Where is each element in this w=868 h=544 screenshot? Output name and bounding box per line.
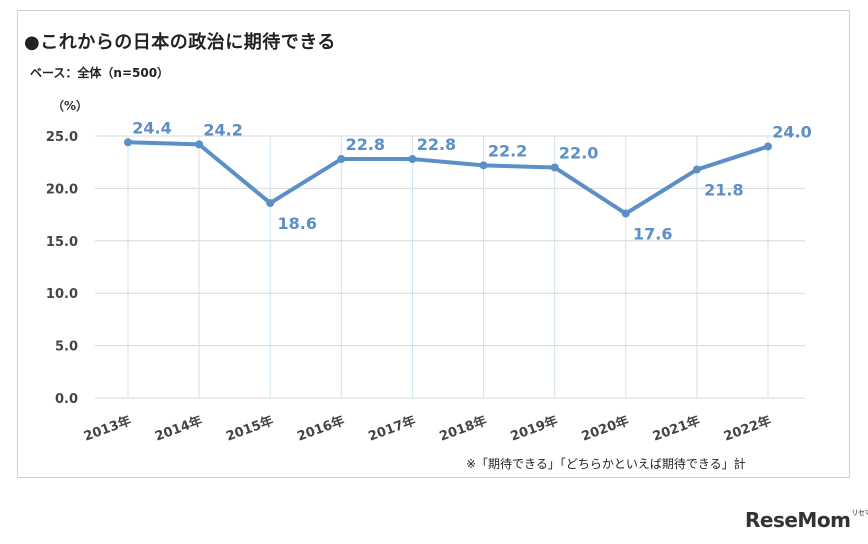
resemom-logo: ReseMomリセマム <box>745 508 868 532</box>
footnote: ※「期待できる」「どちらかといえば期待できる」計 <box>466 457 746 471</box>
chart-title: ●これからの日本の政治に期待できる <box>24 32 336 53</box>
x-tick-label: 2022年 <box>722 413 774 445</box>
series-line <box>126 140 770 216</box>
data-label: 22.2 <box>488 141 527 160</box>
y-axis-unit: （%） <box>52 98 88 113</box>
x-tick-label: 2020年 <box>579 413 631 445</box>
data-label: 21.8 <box>704 181 743 200</box>
x-tick-label: 2016年 <box>295 413 347 445</box>
chart-frame <box>17 10 850 478</box>
y-tick-label: 25.0 <box>46 130 78 145</box>
data-point <box>337 155 346 164</box>
data-point <box>692 165 701 174</box>
data-point <box>479 161 488 170</box>
data-label: 22.8 <box>417 135 456 154</box>
y-tick-label: 20.0 <box>46 182 78 197</box>
x-tick-label: 2019年 <box>508 413 560 445</box>
y-tick-label: 0.0 <box>55 392 78 407</box>
data-point <box>621 209 630 218</box>
x-tick-label: 2018年 <box>437 413 489 445</box>
data-point <box>408 155 417 164</box>
x-tick-label: 2013年 <box>82 413 134 445</box>
data-label: 22.8 <box>346 135 385 154</box>
data-label: 22.0 <box>559 143 598 162</box>
data-point <box>266 199 275 208</box>
data-point <box>195 140 204 149</box>
data-label: 24.2 <box>203 120 242 139</box>
data-point <box>764 142 772 151</box>
chart-subtitle: ベース：全体（n=500） <box>30 66 170 80</box>
data-label: 24.4 <box>132 118 171 137</box>
x-tick-label: 2021年 <box>651 413 703 445</box>
y-tick-label: 10.0 <box>46 287 78 302</box>
logo-small-text: リセマム <box>851 509 868 517</box>
data-label: 17.6 <box>633 225 672 244</box>
x-tick-label: 2014年 <box>153 413 205 445</box>
logo-text: ReseMom <box>745 508 851 532</box>
data-label: 18.6 <box>277 214 316 233</box>
y-tick-label: 15.0 <box>46 235 78 250</box>
y-tick-label: 5.0 <box>55 340 78 355</box>
x-tick-label: 2015年 <box>224 413 276 445</box>
data-point <box>550 163 559 172</box>
x-tick-label: 2017年 <box>366 413 418 445</box>
data-point <box>124 138 132 147</box>
data-label: 24.0 <box>772 122 811 141</box>
